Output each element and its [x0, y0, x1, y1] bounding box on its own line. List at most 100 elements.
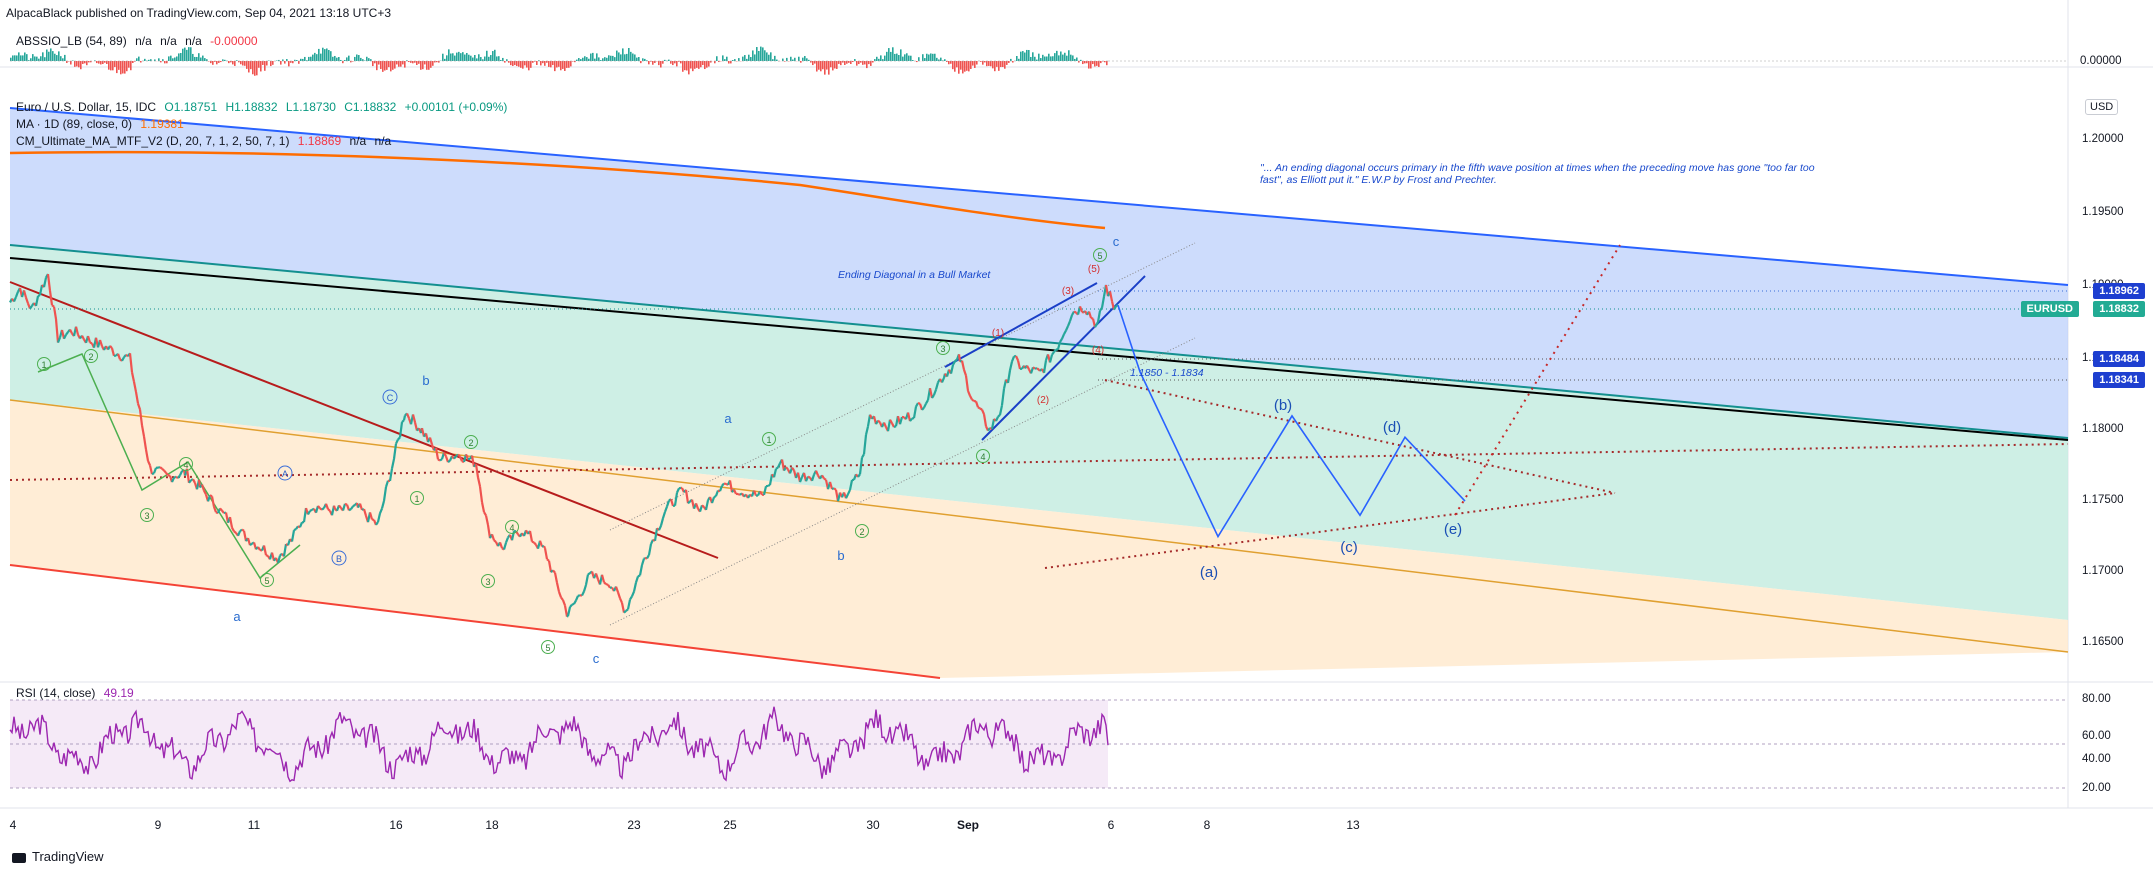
currency-button[interactable]: USD	[2085, 99, 2119, 115]
abssio-bar	[1016, 56, 1018, 61]
abssio-bar	[442, 53, 444, 61]
price-segment	[581, 590, 585, 597]
abssio-bar	[600, 60, 602, 61]
abssio-bar	[66, 61, 68, 63]
abssio-bar	[746, 58, 748, 61]
price-segment	[484, 515, 490, 526]
abssio-bar	[750, 57, 752, 61]
abssio-bar	[206, 59, 208, 61]
abssio-bar	[852, 61, 854, 63]
abssio-bar	[616, 50, 618, 61]
price-segment	[128, 353, 134, 373]
price-segment	[917, 401, 921, 405]
abssio-bar	[456, 52, 458, 61]
abssio-bar	[308, 56, 310, 61]
abssio-bar	[1088, 61, 1090, 69]
abssio-bar	[584, 56, 586, 61]
rsi-line	[9, 706, 1109, 783]
ma-legend: MA · 1D (89, close, 0) 1.19381	[16, 117, 189, 131]
price-segment	[259, 548, 263, 552]
price-segment	[603, 581, 607, 585]
price-segment	[177, 474, 181, 479]
abssio-bar	[630, 51, 632, 61]
abssio-bar	[384, 61, 386, 71]
abssio-bar	[918, 57, 920, 61]
price-segment	[737, 492, 741, 496]
price-segment	[928, 388, 934, 399]
price-segment	[620, 602, 626, 613]
abssio-bar	[452, 53, 454, 61]
price-segment	[923, 403, 927, 409]
abssio-bar	[300, 58, 302, 61]
abssio-bar	[298, 61, 300, 64]
price-segment	[555, 582, 561, 593]
price-segment	[752, 490, 758, 497]
abssio-bar	[244, 61, 246, 66]
abssio-bar	[776, 59, 778, 61]
price-segment	[134, 391, 140, 404]
price-segment	[977, 406, 981, 410]
price-segment	[14, 291, 20, 298]
abssio-bar	[744, 55, 746, 61]
cm-label: CM_Ultimate_MA_MTF_V2 (D, 20, 7, 1, 2, 5…	[16, 134, 290, 148]
abssio-bar	[902, 56, 904, 61]
abssio-bar	[604, 57, 606, 61]
abssio-bar	[952, 61, 954, 70]
abssio-name: ABSSIO_LB (54, 89)	[16, 34, 127, 48]
abssio-bar	[102, 61, 104, 65]
projection-series	[1117, 304, 1466, 539]
price-segment	[321, 507, 325, 511]
abssio-bar	[1084, 61, 1086, 64]
price-segment	[209, 494, 213, 498]
abssio-bar	[124, 61, 126, 74]
wave-label-green-1b: 1	[410, 491, 424, 505]
price-segment	[98, 339, 104, 347]
price-segment	[382, 486, 388, 502]
abssio-bar	[856, 61, 858, 66]
abssio-bar	[862, 61, 864, 65]
abssio-bar	[654, 61, 656, 63]
tradingview-logo[interactable]: TradingView	[12, 849, 104, 864]
abssio-bar	[960, 61, 962, 70]
price-segment	[940, 377, 946, 383]
price-segment	[889, 419, 893, 424]
price-segment	[957, 354, 962, 362]
price-segment	[701, 504, 705, 508]
abssio-bar	[678, 61, 680, 62]
price-segment	[814, 470, 820, 476]
price-segment	[179, 470, 183, 476]
price-segment	[447, 459, 451, 463]
abssio-bar	[30, 58, 32, 61]
abssio-bar	[10, 57, 12, 61]
abssio-bar	[398, 61, 400, 67]
price-segment	[317, 505, 321, 510]
price-segment	[1100, 296, 1106, 308]
abssio-bar	[898, 55, 900, 61]
abssio-bar	[290, 61, 292, 63]
abssio-bar	[82, 61, 84, 64]
abssio-bar	[192, 53, 194, 61]
abssio-bar	[204, 58, 206, 61]
abssio-bar	[1038, 53, 1040, 61]
abssio-bar	[562, 61, 564, 69]
abssio-bar	[1024, 52, 1026, 61]
wave-label-p3: (3)	[1062, 286, 1074, 297]
teal-channel-line	[9, 244, 2069, 439]
abssio-bar	[636, 57, 638, 61]
price-segment	[623, 610, 627, 614]
abssio-bar	[626, 53, 628, 61]
wave-label-green-2: 2	[84, 349, 98, 363]
wave-labels: 1 2 3 4 5 a A B C b 1 2 3 4 5 c a 1 2 b …	[37, 234, 1462, 666]
price-segment	[38, 284, 44, 296]
abssio-bar	[1100, 61, 1102, 64]
wave-label-green-3b: 3	[481, 574, 495, 588]
price-segment	[12, 296, 18, 302]
price-segment	[455, 453, 459, 458]
price-segment	[704, 499, 710, 511]
abssio-bar	[646, 60, 648, 61]
abssio-bar	[316, 54, 318, 61]
abssio-bar	[940, 57, 942, 61]
wave-label-C: C	[382, 389, 398, 405]
price-segment	[239, 528, 243, 533]
abssio-bar	[166, 61, 168, 64]
